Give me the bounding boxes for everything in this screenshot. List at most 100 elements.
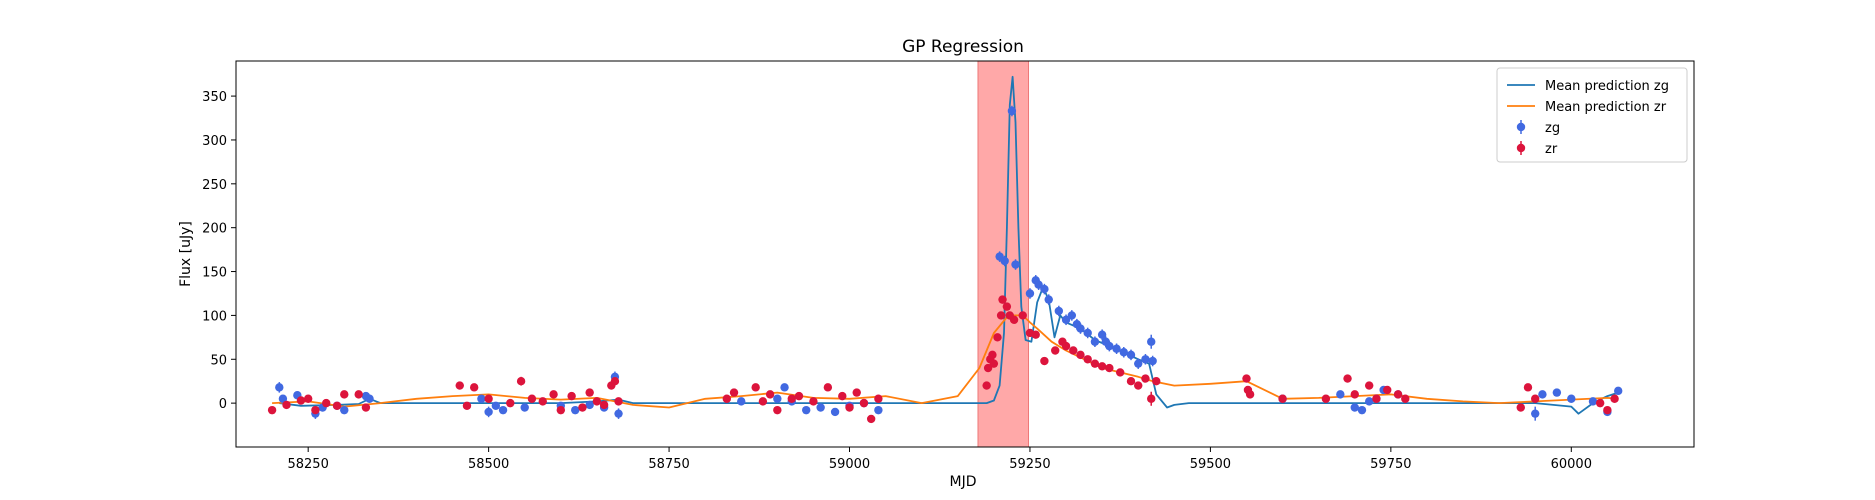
data-point-zr [567,391,576,401]
data-point-zr [1610,394,1619,403]
data-point-zr [1393,390,1403,399]
data-point-zr [1126,377,1136,386]
data-point-zg [614,409,623,418]
data-point-zg [1126,350,1136,360]
data-point-zr [998,295,1007,304]
data-point-zr [989,359,999,368]
data-point-zr [296,396,306,405]
data-point-zr [549,390,558,399]
data-point-zr [996,311,1006,320]
y-tick-label: 250 [202,178,227,193]
data-point-zr [1018,311,1027,320]
data-point-zg [1000,256,1009,266]
data-point-zg [1350,403,1359,412]
data-point-zr [1069,346,1078,355]
series-line-mean-prediction-zg [279,75,1619,415]
x-axis-title: MJD [950,474,977,490]
data-point-zg [1025,289,1035,298]
data-point-zg [1119,348,1128,357]
data-point-zr [462,401,472,410]
data-point-zg [1134,359,1143,368]
data-point-zr [758,397,768,406]
data-point-zr [1090,359,1100,368]
data-point-zr [988,350,997,360]
data-point-zr [1401,394,1410,403]
data-point-zr [484,394,493,403]
chart-title: GP Regression [902,37,1024,57]
data-point-zg [1105,341,1114,351]
data-point-zg [1011,260,1020,269]
data-point-zr [1245,390,1255,399]
data-point-zr [1002,302,1012,311]
data-point-zr [845,403,854,412]
data-point-zr [282,400,291,410]
x-tick-label: 59750 [1370,457,1411,472]
data-point-zr [1051,346,1060,355]
data-point-zg [1148,356,1157,366]
data-point-zg [737,397,746,406]
data-point-zg [340,405,349,415]
data-point-zr [1083,355,1092,364]
x-tick-label: 59000 [829,457,870,472]
data-point-zr [874,394,883,403]
legend: Mean prediction zg Mean prediction zr zg zr [1496,67,1688,163]
data-point-zr [1061,341,1071,351]
data-point-zr [866,414,876,424]
data-point-zr [1516,403,1525,412]
data-point-zr [722,394,732,403]
data-point-zr [354,390,363,399]
data-point-zr [303,394,313,403]
legend-label: zg [1545,121,1560,136]
data-point-zg [1054,306,1064,316]
x-tick-label: 58250 [287,457,328,472]
data-point-zr [1321,394,1331,403]
data-point-zr [311,405,320,415]
data-point-zg [275,383,284,392]
legend-label: Mean prediction zr [1545,100,1667,115]
data-point-zg [365,394,374,403]
y-tick-label: 350 [202,90,227,105]
legend-label: zr [1545,142,1558,157]
y-tick-label: 150 [202,266,227,281]
y-tick-label: 50 [210,353,227,368]
data-point-zr [592,397,602,406]
data-point-zr [614,397,623,406]
data-point-zg [1588,397,1598,406]
x-tick-label: 59250 [1009,457,1050,472]
data-point-zg [1044,295,1053,304]
x-tick-label: 58500 [468,457,509,472]
data-point-zg [1614,386,1623,396]
data-point-zr [1364,381,1374,390]
data-point-zg [1076,324,1085,333]
data-point-zg [1061,315,1071,324]
y-tick-label: 300 [202,134,227,149]
data-point-zg [1567,394,1576,403]
plot-frame [235,60,1695,448]
data-point-zg [816,403,825,412]
data-point-zr [599,400,609,410]
data-point-zr [765,390,775,399]
data-point-zr [993,333,1002,342]
data-point-zg [830,407,840,417]
data-point-zr [1603,405,1612,415]
data-point-zg [1034,280,1043,289]
data-point-zg [585,400,594,410]
data-point-zg [477,394,486,403]
data-point-zr [1076,350,1085,360]
data-point-zr [1278,394,1287,403]
data-point-zr [322,398,331,408]
data-point-zr [751,383,760,392]
data-point-zr [556,405,566,415]
data-point-zg [1090,337,1100,346]
data-point-zr [1523,383,1533,392]
data-point-zr [1009,315,1019,324]
data-point-zr [455,381,464,390]
data-point-zg [498,405,508,415]
data-point-zr [809,397,818,406]
data-point-zg [1083,328,1092,338]
data-point-zg [484,407,493,417]
data-point-zr [1343,374,1352,383]
legend-box [1496,67,1688,163]
data-point-zg [491,401,501,410]
